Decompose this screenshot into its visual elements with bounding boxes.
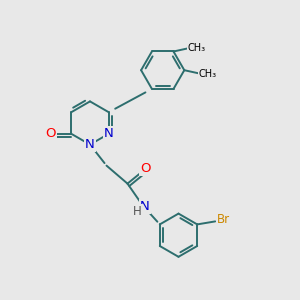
Text: H: H — [133, 205, 142, 218]
Text: N: N — [104, 127, 114, 140]
Text: CH₃: CH₃ — [188, 43, 206, 53]
Text: CH₃: CH₃ — [199, 69, 217, 79]
Text: N: N — [140, 200, 150, 213]
Text: Br: Br — [217, 213, 230, 226]
Text: O: O — [140, 162, 151, 175]
Text: O: O — [45, 127, 56, 140]
Text: N: N — [85, 138, 95, 151]
